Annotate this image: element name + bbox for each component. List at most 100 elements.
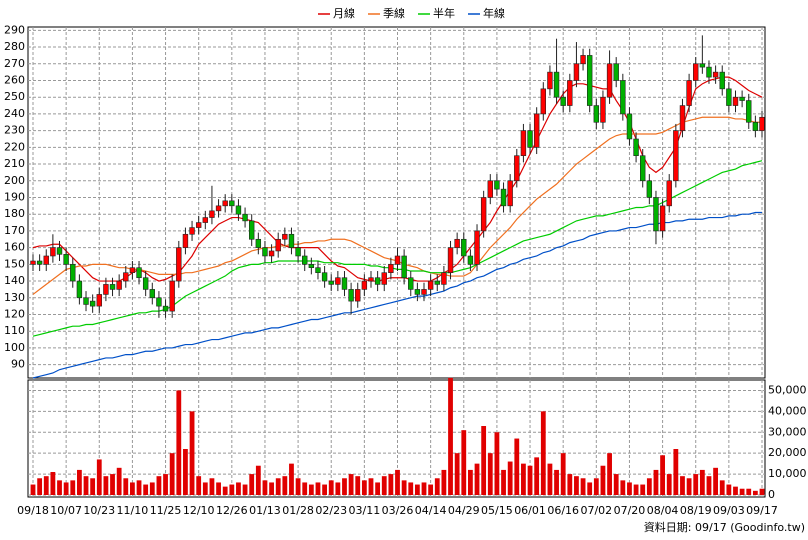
- volume-bar: [501, 469, 506, 495]
- volume-bar: [554, 469, 559, 495]
- candle-body: [507, 180, 513, 207]
- y-tick-label: 210: [4, 157, 25, 170]
- volume-bar: [355, 476, 361, 495]
- volume-bar: [361, 480, 367, 495]
- candle-body: [43, 255, 49, 265]
- volume-bar: [693, 474, 699, 495]
- candle-body: [514, 155, 520, 182]
- volume-bar: [640, 484, 646, 495]
- price-panel: [27, 26, 766, 379]
- candle-body: [547, 71, 553, 90]
- volume-bar: [375, 482, 381, 495]
- volume-bar: [600, 465, 606, 495]
- y-tick-label: 150: [4, 257, 25, 270]
- volume-bar: [222, 486, 228, 495]
- legend-label: 半年: [433, 6, 455, 20]
- candle-body: [242, 213, 248, 222]
- volume-bar: [70, 480, 76, 495]
- candle-body: [295, 247, 301, 257]
- candle-body: [142, 277, 149, 290]
- x-tick-label: 09/17: [746, 504, 778, 517]
- candle-body: [348, 289, 354, 302]
- candle-body: [620, 80, 626, 115]
- volume-bar: [421, 482, 427, 495]
- candle-body: [149, 289, 155, 299]
- volume-bar: [202, 482, 208, 495]
- candle-body: [500, 188, 507, 207]
- candle-body: [719, 71, 725, 90]
- candle-body: [288, 233, 295, 248]
- candle-body: [229, 200, 235, 207]
- candle-body: [593, 105, 600, 123]
- volume-bar: [673, 449, 679, 495]
- x-tick-label: 08/19: [680, 504, 712, 517]
- y-tick-label: 160: [4, 241, 25, 254]
- volume-bar: [249, 474, 255, 495]
- volume-bar: [534, 457, 540, 495]
- y-tick-label: 120: [4, 307, 25, 320]
- candle-body: [374, 277, 381, 285]
- candle-body: [633, 138, 639, 157]
- candle-body: [169, 280, 175, 312]
- volume-bar: [468, 469, 473, 495]
- volume-bar: [680, 476, 685, 495]
- volume-bar: [63, 482, 69, 495]
- volume-bar: [560, 453, 566, 495]
- candle-body: [162, 305, 169, 312]
- volume-bar: [381, 476, 387, 495]
- volume-bar: [752, 490, 758, 495]
- volume-bar: [454, 453, 460, 495]
- candle-body: [401, 255, 407, 279]
- y2-tick-label: 0: [768, 488, 775, 501]
- volume-bar: [474, 463, 480, 495]
- candle-body: [56, 247, 63, 255]
- x-tick-label: 04/14: [415, 504, 447, 517]
- y2-tick-label: 40,000: [768, 404, 807, 417]
- candle-body: [739, 96, 745, 101]
- y-tick-label: 190: [4, 190, 25, 203]
- candle-body: [752, 121, 759, 131]
- volume-bar: [686, 478, 692, 495]
- volume-bar: [348, 474, 354, 495]
- ma-line: [32, 211, 762, 379]
- volume-bar: [580, 478, 586, 495]
- volume-bar: [262, 480, 268, 495]
- volume-bar: [547, 463, 553, 495]
- y2-tick-label: 20,000: [768, 446, 807, 459]
- candle-body: [427, 280, 434, 290]
- candle-body: [686, 80, 692, 106]
- volume-bar: [448, 377, 453, 495]
- x-tick-label: 11/10: [117, 504, 149, 517]
- candle-body: [136, 267, 142, 279]
- candle-body: [89, 300, 96, 307]
- candle-body: [679, 105, 686, 131]
- y-tick-label: 240: [4, 107, 25, 120]
- volume-bar: [96, 459, 102, 495]
- candle-body: [255, 238, 262, 248]
- volume-bar: [527, 465, 533, 495]
- volume-bar: [308, 484, 314, 495]
- volume-bar: [183, 449, 188, 495]
- footer: 資料日期: 09/17 (Goodinfo.tw): [644, 520, 805, 534]
- volume-bar: [746, 488, 752, 495]
- volume-bar: [163, 474, 168, 495]
- volume-bar: [169, 453, 175, 495]
- candle-body: [315, 267, 321, 273]
- volume-bar: [434, 478, 440, 495]
- legend-label: 月線: [333, 6, 355, 20]
- candle-body: [726, 88, 732, 106]
- volume-bar: [759, 488, 765, 495]
- volume-bar: [236, 482, 241, 495]
- y-tick-label: 250: [4, 90, 25, 103]
- candle-body: [76, 280, 83, 299]
- x-tick-label: 11/25: [150, 504, 182, 517]
- candle-body: [308, 264, 315, 268]
- volume-bar: [83, 476, 89, 495]
- candle-body: [388, 264, 394, 274]
- y2-tick-label: 50,000: [768, 383, 807, 396]
- x-tick-label: 03/11: [349, 504, 381, 517]
- x-tick-label: 08/04: [647, 504, 679, 517]
- candle-body: [189, 227, 195, 235]
- volume-bar: [328, 480, 334, 495]
- candle-body: [586, 55, 593, 106]
